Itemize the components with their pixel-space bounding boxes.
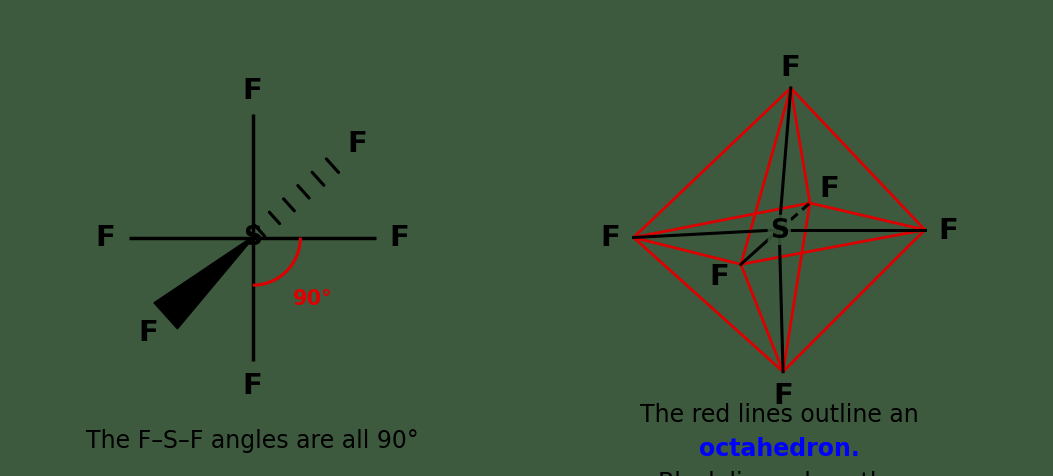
Text: F: F (96, 224, 116, 252)
Text: F: F (600, 224, 620, 252)
Text: F: F (773, 381, 793, 409)
Text: F: F (780, 53, 800, 81)
Text: F: F (710, 262, 730, 290)
Polygon shape (154, 238, 254, 329)
Text: F: F (243, 371, 262, 399)
Text: The F–S–F angles are all 90°: The F–S–F angles are all 90° (86, 428, 419, 452)
Text: F: F (138, 318, 158, 346)
Text: F: F (390, 224, 410, 252)
Text: 90°: 90° (294, 288, 333, 308)
Text: F: F (819, 174, 839, 202)
Text: F: F (243, 77, 262, 105)
Text: S: S (243, 225, 262, 251)
Text: octahedron.: octahedron. (699, 436, 859, 460)
Text: Black lines show the: Black lines show the (658, 470, 900, 476)
Text: The red lines outline an: The red lines outline an (640, 403, 918, 426)
Text: S: S (770, 218, 789, 243)
Text: F: F (938, 217, 958, 244)
Text: F: F (347, 130, 367, 158)
